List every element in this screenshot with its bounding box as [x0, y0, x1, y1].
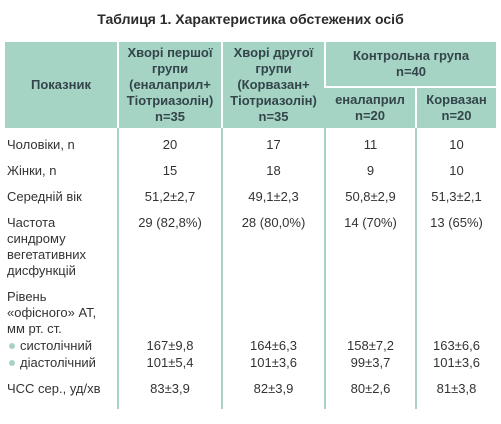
- table-row: Жінки, n 15 18 9 10: [5, 153, 496, 179]
- header-group2: Хворі другої групи (Корвазан+ Тіотриазолін)…: [221, 42, 325, 128]
- table-row: діастолічний 101±5,4 101±3,6 99±3,7 101±…: [5, 354, 496, 371]
- header-control-group: Контрольна група n=40: [324, 42, 496, 87]
- table-row: систолічний 167±9,8 164±6,3 158±7,2 163±…: [5, 337, 496, 354]
- header-group1: Хворі першої групи (еналаприл+ Тіотриазолін…: [117, 42, 222, 128]
- bullet-icon: [9, 360, 15, 367]
- table-row: Частота синдрому вегетативних дисфункцій 29…: [5, 205, 496, 279]
- characteristics-table: Показник Хворі першої групи (еналаприл+ Тіо…: [5, 42, 496, 409]
- header-control-korvazan: Корвазан n=20: [415, 86, 496, 128]
- header-indicator: Показник: [5, 42, 118, 128]
- bullet-icon: [9, 343, 15, 350]
- header-control-enalapril: еналаприл n=20: [325, 86, 416, 128]
- table-row: Чоловіки, n 20 17 11 10: [5, 128, 496, 153]
- table-row: ЧСС сер., уд/хв 83±3,9 82±3,9 80±2,6 81±…: [5, 371, 496, 409]
- table-row: Рівень «офісного» АТ, мм рт. ст.: [5, 279, 496, 337]
- table-row: Середній вік 51,2±2,7 49,1±2,3 50,8±2,9 …: [5, 179, 496, 205]
- table-title: Таблиця 1. Характеристика обстежених осі…: [97, 11, 404, 27]
